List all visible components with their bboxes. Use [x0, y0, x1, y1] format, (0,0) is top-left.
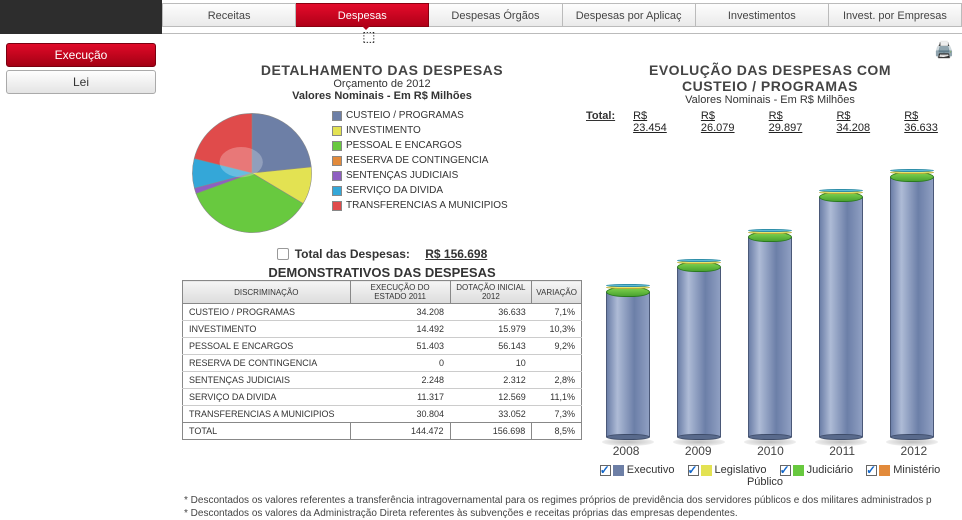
tab-1[interactable]: Despesas⬚ [296, 3, 429, 27]
bar[interactable] [890, 169, 934, 440]
tab-3[interactable]: Despesas por Aplicaç [563, 3, 696, 27]
legend-item[interactable]: PESSOAL E ENCARGOS [332, 138, 508, 153]
cursor-icon: ⬚ [362, 24, 375, 48]
logo-placeholder [0, 0, 162, 34]
side-btn-1[interactable]: Lei [6, 70, 156, 94]
table-row: PESSOAL E ENCARGOS51.40356.1439,2% [183, 338, 582, 355]
category-item[interactable]: Legislativo [688, 464, 770, 476]
bar[interactable] [748, 229, 792, 440]
pie-chart [182, 108, 322, 241]
legend-item[interactable]: CUSTEIO / PROGRAMAS [332, 108, 508, 123]
legend-item[interactable]: SERVIÇO DA DIVIDA [332, 183, 508, 198]
legend-item[interactable]: RESERVA DE CONTINGENCIA [332, 153, 508, 168]
bar[interactable] [677, 259, 721, 440]
table-row: RESERVA DE CONTINGENCIA010 [183, 355, 582, 372]
year-totals: Total:R$ 23.454R$ 26.079R$ 29.897R$ 34.2… [586, 110, 954, 134]
table-row: TRANSFERENCIAS A MUNICIPIOS30.80433.0527… [183, 406, 582, 423]
right-sub: Valores Nominais - Em R$ Milhões [586, 94, 954, 106]
tab-2[interactable]: Despesas Órgãos [429, 3, 562, 27]
year-total-link[interactable]: R$ 34.208 [836, 110, 886, 134]
year-total-link[interactable]: R$ 36.633 [904, 110, 954, 134]
category-item[interactable]: Executivo [600, 464, 678, 476]
bar-chart [586, 134, 954, 444]
demo-table-title: DEMONSTRATIVOS DAS DESPESAS [182, 265, 582, 280]
category-legend: Executivo Legislativo Judiciário Ministé… [586, 464, 954, 488]
footnotes: * Descontados os valores referentes a tr… [182, 494, 954, 520]
year-label: 2011 [829, 444, 855, 458]
year-label: 2010 [757, 444, 784, 458]
table-total-row: TOTAL144.472156.6988,5% [183, 423, 582, 440]
bar[interactable] [819, 189, 863, 440]
year-total-link[interactable]: R$ 29.897 [769, 110, 819, 134]
bar[interactable] [606, 284, 650, 440]
left-title: DETALHAMENTO DAS DESPESAS [182, 62, 582, 78]
category-item[interactable]: Judiciário [780, 464, 857, 476]
sidebar: Execução Lei [0, 34, 162, 520]
right-title1: EVOLUÇÃO DAS DESPESAS COM [586, 62, 954, 78]
table-row: SERVIÇO DA DIVIDA11.31712.56911,1% [183, 389, 582, 406]
right-title2: CUSTEIO / PROGRAMAS [586, 78, 954, 94]
table-row: CUSTEIO / PROGRAMAS34.20836.6337,1% [183, 304, 582, 321]
year-label: 2008 [613, 444, 640, 458]
year-total-link[interactable]: R$ 26.079 [701, 110, 751, 134]
year-label: 2009 [685, 444, 712, 458]
tab-0[interactable]: Receitas [162, 3, 296, 27]
total-checkbox[interactable] [277, 248, 289, 260]
print-icon[interactable]: 🖨️ [934, 42, 954, 59]
side-btn-0[interactable]: Execução [6, 43, 156, 67]
demo-table: DISCRIMINAÇÃOEXECUÇÃO DO ESTADO 2011DOTA… [182, 280, 582, 440]
table-row: INVESTIMENTO14.49215.97910,3% [183, 321, 582, 338]
tab-4[interactable]: Investimentos [696, 3, 829, 27]
left-sub2: Valores Nominais - Em R$ Milhões [182, 90, 582, 102]
total-value-link[interactable]: R$ 156.698 [425, 247, 487, 261]
year-total-link[interactable]: R$ 23.454 [633, 110, 683, 134]
legend-item[interactable]: SENTENÇAS JUDICIAIS [332, 168, 508, 183]
total-despesas: Total das Despesas: R$ 156.698 [182, 247, 582, 261]
tab-bar: ReceitasDespesas⬚Despesas ÓrgãosDespesas… [162, 0, 962, 34]
pie-legend: CUSTEIO / PROGRAMASINVESTIMENTOPESSOAL E… [332, 108, 508, 213]
table-row: SENTENÇAS JUDICIAIS2.2482.3122,8% [183, 372, 582, 389]
left-sub1: Orçamento de 2012 [182, 78, 582, 90]
bar-years: 2008 2009 2010 2011 2012 [586, 444, 954, 458]
year-label: 2012 [901, 444, 928, 458]
tab-5[interactable]: Invest. por Empresas [829, 3, 962, 27]
legend-item[interactable]: TRANSFERENCIAS A MUNICIPIOS [332, 198, 508, 213]
legend-item[interactable]: INVESTIMENTO [332, 123, 508, 138]
